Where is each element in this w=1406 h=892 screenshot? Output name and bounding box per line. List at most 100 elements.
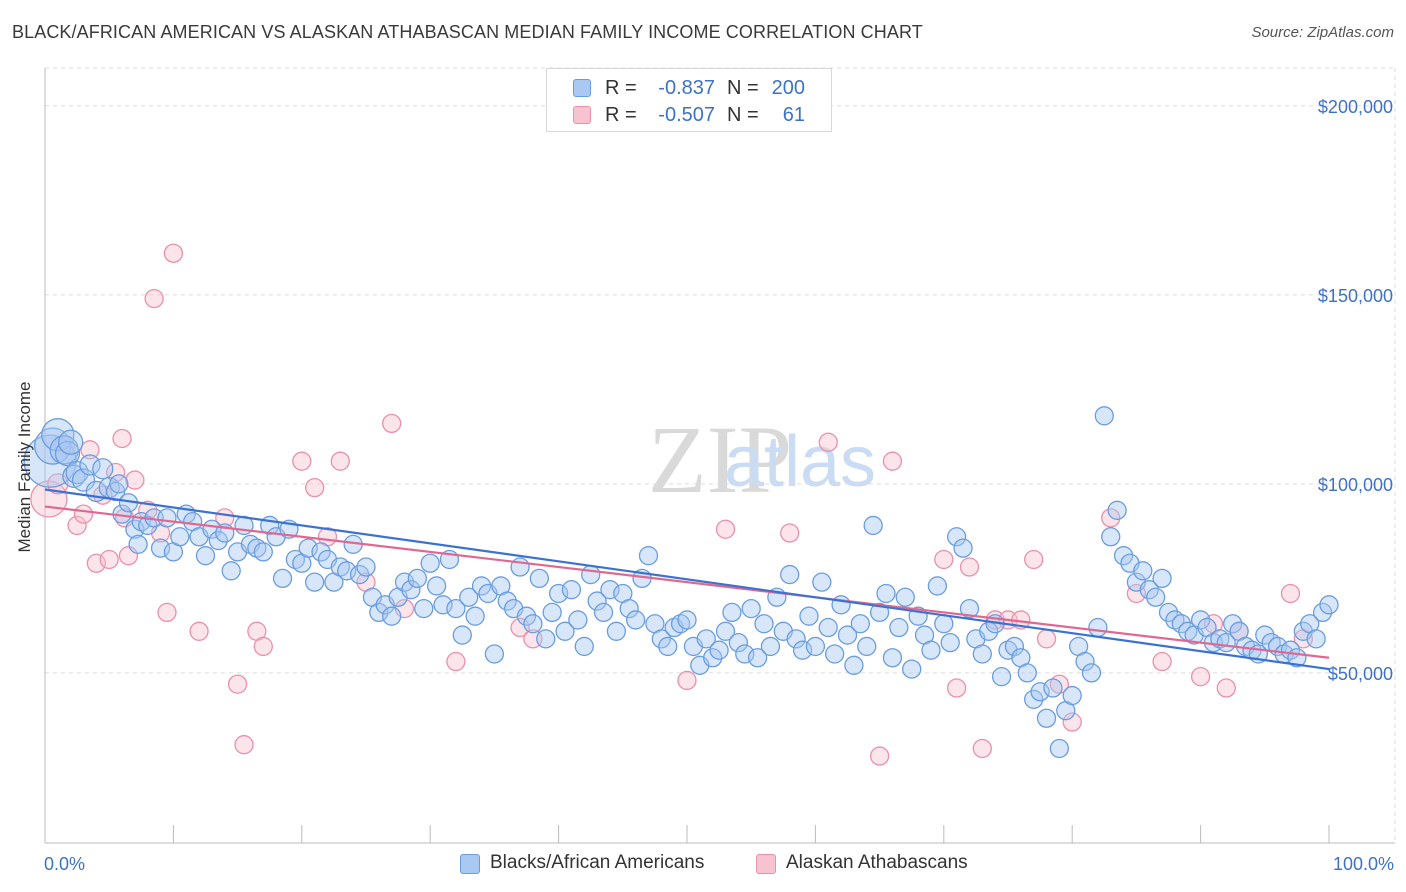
- black-american-point: [754, 614, 774, 634]
- black-american-point: [780, 564, 800, 585]
- black-american-point: [1036, 708, 1057, 728]
- black-american-point: [1081, 663, 1102, 683]
- athabascan-point: [1190, 667, 1211, 687]
- athabascan-point: [292, 451, 312, 471]
- athabascan-point: [144, 288, 164, 309]
- athabascan-point: [959, 557, 980, 577]
- athabascan-point: [882, 451, 903, 471]
- black-american-point: [638, 546, 659, 566]
- athabascan-point: [80, 440, 100, 460]
- black-american-point: [568, 610, 588, 630]
- black-american-point: [497, 591, 517, 611]
- black-american-point: [1255, 625, 1275, 645]
- legend-row-pink: R = -0.507 N = 61: [547, 102, 831, 128]
- legend-n-value: 61: [782, 104, 805, 126]
- black-american-point: [484, 644, 505, 664]
- black-american-point: [1312, 602, 1333, 623]
- black-american-point: [786, 629, 806, 649]
- black-american-point: [561, 580, 582, 600]
- athabascan-point: [73, 504, 94, 524]
- black-american-point: [581, 564, 601, 585]
- black-american-point: [523, 614, 543, 634]
- black-american-point: [208, 530, 228, 551]
- y-tick-label: $50,000: [1328, 664, 1393, 684]
- legend-n-value: 200: [771, 77, 805, 99]
- black-american-point: [1146, 587, 1166, 607]
- black-american-point: [709, 640, 729, 660]
- black-american-point: [1139, 580, 1159, 600]
- y-tick-label: $100,000: [1318, 475, 1393, 495]
- black-american-point: [574, 636, 594, 657]
- athabascan-point: [1280, 583, 1301, 604]
- black-american-point: [696, 629, 716, 649]
- black-american-point: [889, 617, 909, 638]
- legend-n-label: N =: [727, 77, 759, 99]
- black-american-point: [221, 561, 241, 581]
- axes: [44, 68, 1395, 844]
- black-american-point: [728, 632, 749, 653]
- black-american-point: [382, 606, 402, 626]
- black-american-point: [516, 606, 537, 626]
- black-american-point: [1088, 617, 1108, 638]
- watermark-zip: ZIP: [648, 406, 792, 513]
- athabascan-point: [934, 549, 954, 570]
- black-american-point: [1024, 689, 1044, 709]
- athabascan-point: [446, 651, 466, 672]
- black-american-point: [1107, 500, 1127, 520]
- athabascan-point: [869, 746, 890, 766]
- athabascan-point: [1024, 549, 1044, 570]
- black-american-point: [837, 625, 858, 645]
- athabascan-point: [972, 738, 992, 759]
- black-american-point: [991, 667, 1012, 687]
- black-american-point: [658, 636, 678, 657]
- x-tick-left: 0.0%: [44, 854, 85, 874]
- black-american-point: [109, 474, 129, 494]
- black-american-point: [619, 598, 639, 619]
- black-american-point: [465, 606, 485, 626]
- black-american-point: [876, 583, 896, 604]
- black-american-point: [799, 606, 819, 626]
- black-american-point: [1113, 546, 1134, 566]
- black-american-point: [1133, 561, 1153, 581]
- black-american-point: [715, 621, 736, 641]
- trend-lines: [44, 488, 1330, 671]
- black-american-point: [542, 602, 562, 623]
- y-tick-label: $150,000: [1318, 286, 1393, 306]
- black-american-point: [471, 576, 492, 596]
- black-american-point: [959, 598, 980, 619]
- athabascan-point: [112, 428, 132, 449]
- pink-swatch: [756, 854, 776, 874]
- chart-title: BLACK/AFRICAN AMERICAN VS ALASKAN ATHABA…: [12, 22, 923, 42]
- black-american-point: [407, 568, 428, 589]
- legend-r-value: -0.507: [658, 104, 715, 126]
- black-american-point: [157, 508, 177, 528]
- black-american-point: [555, 621, 575, 641]
- black-american-point: [446, 598, 466, 619]
- legend-label: Alaskan Athabascans: [786, 852, 968, 873]
- athabascan-point: [253, 636, 273, 657]
- black-american-point: [972, 644, 992, 664]
- black-american-point: [65, 460, 89, 485]
- black-american-point: [536, 629, 556, 649]
- athabascan-point: [382, 413, 402, 434]
- legend-r-value: -0.837: [658, 77, 715, 99]
- black-american-point: [401, 580, 421, 600]
- pink-swatch: [573, 106, 591, 124]
- black-american-point: [452, 625, 472, 645]
- athabascan-point: [1216, 678, 1236, 698]
- black-american-point: [1017, 663, 1037, 683]
- black-american-point: [1223, 614, 1243, 634]
- athabascan-point: [234, 735, 254, 755]
- black-american-point: [1319, 595, 1339, 615]
- black-american-point: [34, 427, 72, 465]
- athabascan-point: [157, 602, 177, 623]
- y-axis-label: Median Family Income: [15, 381, 34, 552]
- black-american-point: [1158, 602, 1179, 623]
- black-american-point: [902, 659, 922, 679]
- black-american-point: [882, 648, 903, 668]
- black-american-point: [62, 464, 86, 488]
- black-american-point: [311, 542, 331, 562]
- black-american-point: [606, 621, 627, 641]
- y-tick-labels: $50,000 $100,000 $150,000 $200,000: [1318, 97, 1393, 684]
